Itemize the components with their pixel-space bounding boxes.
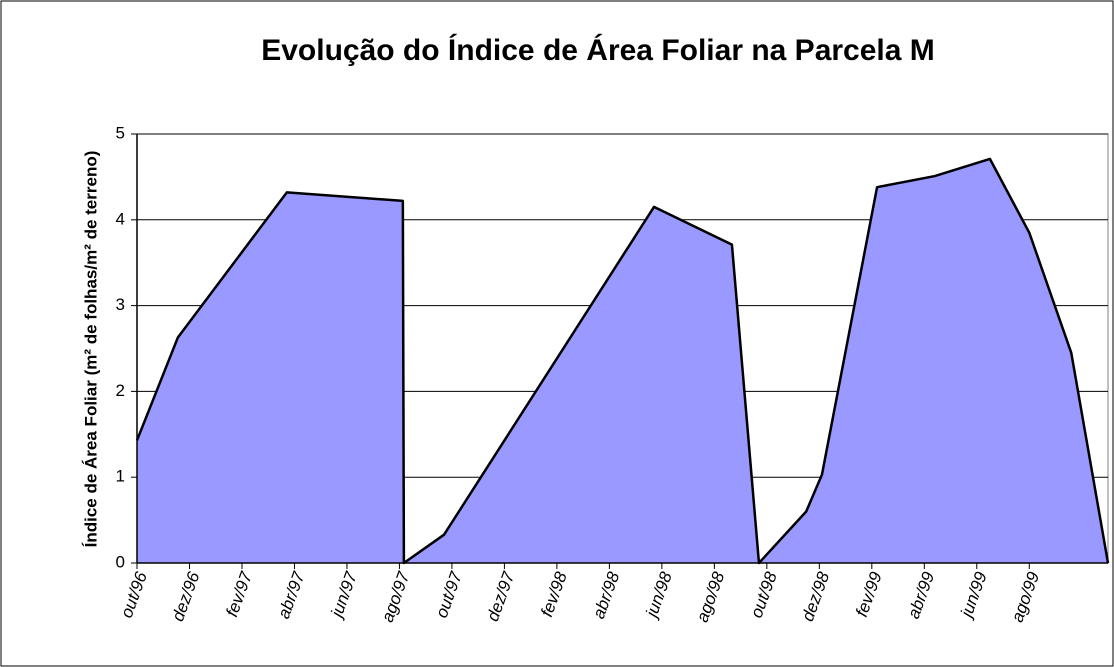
y-axis-label: Índice de Área Foliar (m² de folhas/m² d… xyxy=(81,151,100,548)
y-tick-label: 2 xyxy=(116,381,125,400)
y-tick-label: 0 xyxy=(116,552,125,571)
y-tick-label: 3 xyxy=(116,295,125,314)
y-tick-label: 4 xyxy=(116,209,125,228)
y-tick-label: 5 xyxy=(116,123,125,142)
chart-title: Evolução do Índice de Área Foliar na Par… xyxy=(261,33,935,67)
y-tick-label: 1 xyxy=(116,467,125,486)
area-fill xyxy=(137,158,1108,563)
